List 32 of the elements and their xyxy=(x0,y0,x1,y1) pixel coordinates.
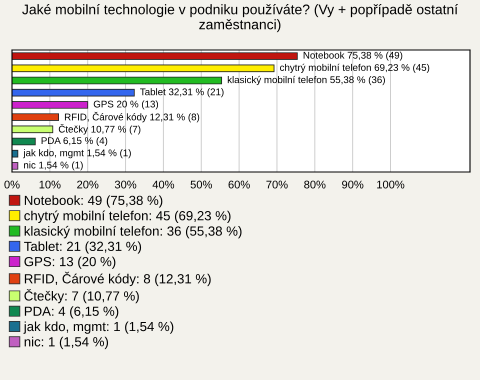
x-tick-label: 90% xyxy=(342,180,364,188)
x-tick-label: 10% xyxy=(40,180,61,188)
legend-label: Čtečky: 7 (10,77 %) xyxy=(24,288,139,304)
legend-label: chytrý mobilní telefon: 45 (69,23 %) xyxy=(24,210,231,224)
legend-label: Tablet: 21 (32,31 %) xyxy=(24,241,142,254)
data-label: jak kdo, mgmt 1,54 % (1) xyxy=(23,149,131,158)
data-label: chytrý mobilní telefon 69,23 % (45) xyxy=(280,64,430,73)
x-tick-label: 40% xyxy=(152,180,174,188)
chart-title: Jaké mobilní technologie v podniku používáte? (Vy + popřípadě ostatní zaměstnanci) xyxy=(22,4,458,32)
data-label: Tablet 32,31 % (21) xyxy=(140,88,224,98)
data-label: klasický mobilní telefon 55,38 % (36) xyxy=(228,76,385,86)
x-tick-label: 70% xyxy=(266,180,288,188)
data-label: Notebook 75,38 % (49) xyxy=(304,52,402,61)
data-label: GPS 20 % (13) xyxy=(94,100,158,110)
x-tick-label: 100% xyxy=(377,180,404,188)
legend-label: Notebook: 49 (75,38 %) xyxy=(24,195,162,208)
data-label: nic 1,54 % (1) xyxy=(24,161,83,170)
x-tick-label: 0% xyxy=(4,180,20,188)
x-tick-label: 60% xyxy=(228,180,250,188)
legend-label: PDA: 4 (6,15 %) xyxy=(24,306,118,319)
legend-label: jak kdo, mgmt: 1 (1,54 %) xyxy=(23,322,174,334)
x-tick-label: 50% xyxy=(190,180,212,188)
legend-label: RFID, Čárové kódy: 8 (12,31 %) xyxy=(24,272,211,286)
legend-label: klasický mobilní telefon: 36 (55,38 %) xyxy=(24,226,242,238)
x-tick-label: 20% xyxy=(77,180,98,188)
x-tick-label: 30% xyxy=(114,180,136,188)
data-label: RFID, Čárové kódy 12,31 % (8) xyxy=(64,112,200,122)
x-tick-label: 80% xyxy=(304,180,326,188)
legend-label: GPS: 13 (20 %) xyxy=(24,256,116,269)
data-label: PDA 6,15 % (4) xyxy=(42,136,108,146)
legend-label: nic: 1 (1,54 %) xyxy=(24,336,108,350)
data-label: Čtečky 10,77 % (7) xyxy=(58,124,140,135)
